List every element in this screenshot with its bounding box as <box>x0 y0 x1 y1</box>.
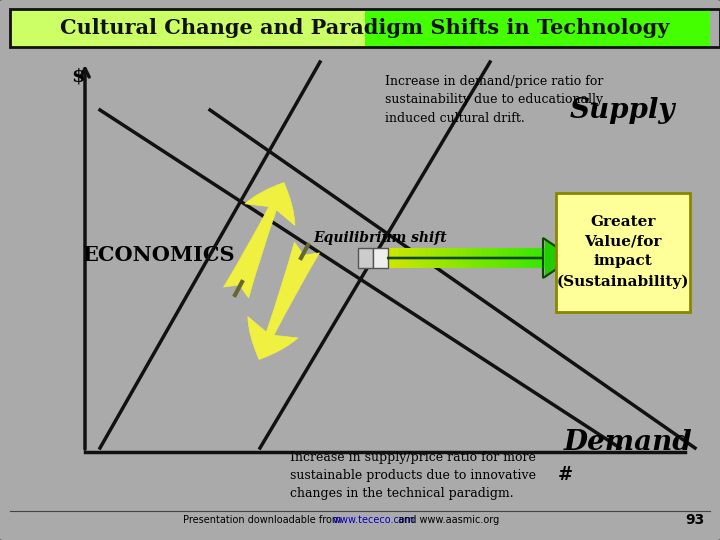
Text: $: $ <box>71 67 85 85</box>
Bar <box>487 248 492 268</box>
FancyBboxPatch shape <box>556 193 690 312</box>
Bar <box>508 248 513 268</box>
Bar <box>365 9 710 47</box>
Bar <box>462 248 467 268</box>
Text: Presentation downloadable from: Presentation downloadable from <box>183 515 341 525</box>
Bar <box>393 248 398 268</box>
Bar <box>419 248 425 268</box>
Bar <box>519 248 524 268</box>
Text: and www.aasmic.org: and www.aasmic.org <box>398 515 499 525</box>
Bar <box>430 248 435 268</box>
Bar <box>451 248 456 268</box>
Bar <box>446 248 451 268</box>
Bar <box>414 248 419 268</box>
Text: Demand: Demand <box>564 429 693 456</box>
Bar <box>492 248 498 268</box>
Bar <box>456 248 462 268</box>
Text: Increase in demand/price ratio for
sustainability due to educationally
induced c: Increase in demand/price ratio for susta… <box>385 76 603 125</box>
Text: Cultural Change and Paradigm Shifts in Technology: Cultural Change and Paradigm Shifts in T… <box>60 18 670 38</box>
Bar <box>524 248 529 268</box>
Bar <box>435 248 441 268</box>
Bar <box>534 248 540 268</box>
Text: Greater
Value/for
impact
(Sustainability): Greater Value/for impact (Sustainability… <box>557 215 689 288</box>
Bar <box>529 248 534 268</box>
Polygon shape <box>545 238 575 278</box>
Bar <box>425 248 430 268</box>
Bar <box>404 248 409 268</box>
Bar <box>472 248 477 268</box>
Bar <box>373 248 388 268</box>
Bar <box>10 9 365 47</box>
Bar <box>503 248 508 268</box>
Bar <box>441 248 446 268</box>
Bar <box>467 248 472 268</box>
Text: www.tececo.com: www.tececo.com <box>333 515 415 525</box>
Bar <box>498 248 503 268</box>
Text: Increase in supply/price ratio for more
sustainable products due to innovative
c: Increase in supply/price ratio for more … <box>290 450 536 500</box>
Text: Equilibrium shift: Equilibrium shift <box>313 231 447 245</box>
Bar <box>477 248 482 268</box>
Bar <box>358 248 373 268</box>
Text: 93: 93 <box>685 513 705 527</box>
Text: #: # <box>558 466 573 484</box>
Bar <box>482 248 487 268</box>
Bar <box>409 248 414 268</box>
Bar <box>513 248 519 268</box>
Bar <box>540 248 545 268</box>
Bar <box>398 248 404 268</box>
Text: ECONOMICS: ECONOMICS <box>81 245 234 265</box>
Bar <box>388 248 393 268</box>
Text: Supply: Supply <box>570 97 675 124</box>
